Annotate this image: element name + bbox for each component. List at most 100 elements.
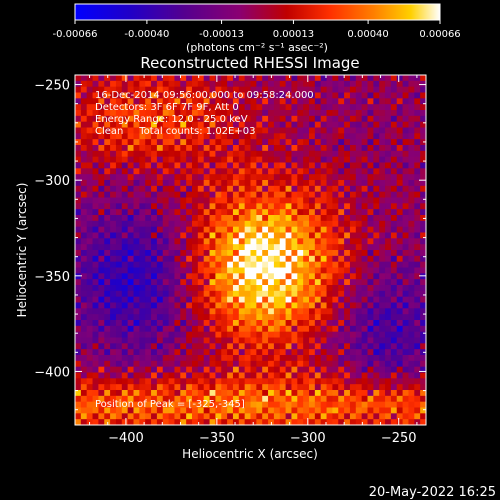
heatmap-cell <box>186 325 193 333</box>
heatmap-cell <box>338 162 345 169</box>
heatmap-cell <box>104 110 111 117</box>
heatmap-cell <box>121 127 129 134</box>
heatmap-cell <box>420 413 426 420</box>
heatmap-cell <box>133 197 140 204</box>
heatmap-cell <box>197 121 205 128</box>
heatmap-cell <box>320 98 327 105</box>
heatmap-cell <box>326 314 333 321</box>
heatmap-cell <box>151 302 158 309</box>
heatmap-cell <box>408 250 415 257</box>
heatmap-cell <box>168 302 175 309</box>
heatmap-cell <box>349 320 357 327</box>
heatmap-cell <box>86 314 93 321</box>
heatmap-cell <box>86 156 93 163</box>
heatmap-cell <box>303 185 310 193</box>
heatmap-cell <box>390 331 398 338</box>
heatmap-cell <box>285 209 292 216</box>
heatmap-cell <box>414 191 421 198</box>
heatmap-cell <box>344 378 351 385</box>
heatmap-cell <box>156 343 164 350</box>
heatmap-cell <box>203 104 210 111</box>
heatmap-cell <box>420 92 426 99</box>
heatmap-cell <box>256 226 263 233</box>
heatmap-cell <box>98 419 105 425</box>
heatmap-cell <box>338 232 345 239</box>
heatmap-cell <box>373 238 380 245</box>
heatmap-cell <box>355 127 363 134</box>
heatmap-cell <box>408 419 415 425</box>
heatmap-cell <box>156 250 164 257</box>
heatmap-cell <box>192 110 199 117</box>
heatmap-cell <box>332 325 339 333</box>
heatmap-cell <box>197 384 205 391</box>
heatmap-cell <box>86 139 93 146</box>
heatmap-cell <box>349 139 357 146</box>
heatmap-cell <box>215 98 222 105</box>
heatmap-cell <box>385 419 392 425</box>
heatmap-cell <box>92 401 99 408</box>
heatmap-cell <box>145 115 152 123</box>
heatmap-cell <box>98 250 105 257</box>
heatmap-cell <box>104 372 111 379</box>
heatmap-cell <box>244 180 251 187</box>
heatmap-cell <box>215 145 222 152</box>
heatmap-cell <box>291 185 298 193</box>
heatmap-cell <box>92 191 99 198</box>
heatmap-cell <box>332 337 339 344</box>
heatmap-cell <box>80 366 88 373</box>
heatmap-cell <box>256 273 263 280</box>
heatmap-cell <box>92 174 99 181</box>
heatmap-cell <box>332 238 339 245</box>
heatmap-cell <box>238 308 246 315</box>
heatmap-cell <box>332 75 339 82</box>
heatmap-cell <box>420 115 426 123</box>
heatmap-cell <box>156 209 164 216</box>
heatmap-cell <box>414 349 421 356</box>
heatmap-cell <box>162 203 169 210</box>
heatmap-cell <box>349 104 357 111</box>
heatmap-cell <box>203 261 210 268</box>
heatmap-cell <box>273 285 281 292</box>
heatmap-cell <box>396 110 403 117</box>
heatmap-cell <box>115 355 123 362</box>
heatmap-cell <box>232 302 240 309</box>
heatmap-cell <box>232 238 240 245</box>
heatmap-cell <box>262 191 269 198</box>
heatmap-cell <box>361 308 368 315</box>
heatmap-cell <box>349 302 357 309</box>
heatmap-cell <box>414 296 421 303</box>
heatmap-cell <box>402 203 409 210</box>
heatmap-cell <box>180 419 187 425</box>
heatmap-cell <box>355 407 363 414</box>
heatmap-cell <box>244 156 251 163</box>
heatmap-cell <box>367 250 374 257</box>
heatmap-cell <box>355 110 363 117</box>
heatmap-cell <box>162 285 169 292</box>
heatmap-cell <box>209 145 216 152</box>
heatmap-cell <box>110 314 117 321</box>
heatmap-cell <box>402 355 409 362</box>
heatmap-cell <box>361 98 368 105</box>
heatmap-cell <box>262 372 269 379</box>
heatmap-cell <box>104 378 111 385</box>
heatmap-cell <box>215 372 222 379</box>
heatmap-cell <box>349 343 357 350</box>
heatmap-cell <box>355 419 363 425</box>
heatmap-cell <box>203 127 210 134</box>
heatmap-cell <box>373 343 380 350</box>
heatmap-cell <box>291 104 298 111</box>
heatmap-cell <box>133 401 140 408</box>
heatmap-cell <box>232 191 240 198</box>
heatmap-cell <box>192 343 199 350</box>
heatmap-cell <box>186 191 193 198</box>
heatmap-cell <box>98 372 105 379</box>
heatmap-cell <box>385 238 392 245</box>
heatmap-cell <box>80 413 88 420</box>
heatmap-cell <box>186 75 193 82</box>
heatmap-cell <box>168 121 175 128</box>
heatmap-cell <box>396 86 403 93</box>
heatmap-cell <box>115 279 123 286</box>
heatmap-cell <box>168 285 175 292</box>
heatmap-cell <box>268 273 275 280</box>
heatmap-cell <box>115 337 123 344</box>
